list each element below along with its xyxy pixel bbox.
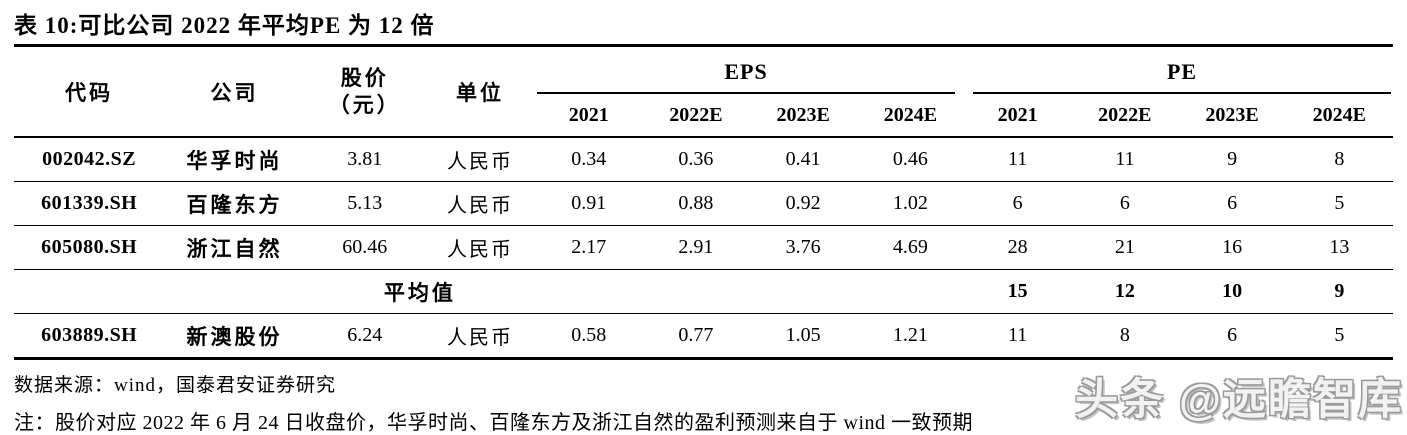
cell-empty xyxy=(749,269,857,314)
cell-pe-2024e: 13 xyxy=(1285,225,1393,270)
header-unit: 单位 xyxy=(424,45,536,138)
header-eps-2021: 2021 xyxy=(535,94,643,138)
header-pe-group: PE xyxy=(964,46,1393,94)
cell-pe-2022e: 11 xyxy=(1071,137,1179,182)
table-row-average: 平均值 15 12 10 9 xyxy=(14,269,1393,314)
cell-price: 5.13 xyxy=(304,181,425,226)
cell-empty xyxy=(164,269,305,314)
header-eps-2023e: 2023E xyxy=(749,94,857,138)
table-row: 601339.SH 百隆东方 5.13 人民币 0.91 0.88 0.92 1… xyxy=(14,181,1393,226)
header-price: 股价 （元） xyxy=(304,45,425,138)
cell-unit: 人民币 xyxy=(424,313,536,360)
cell-empty xyxy=(535,269,643,314)
table-row: 605080.SH 浙江自然 60.46 人民币 2.17 2.91 3.76 … xyxy=(14,225,1393,270)
cell-pe-2021: 28 xyxy=(964,225,1072,270)
header-price-line2: （元） xyxy=(328,92,401,117)
cell-pe-2023e: 6 xyxy=(1178,181,1286,226)
cell-unit: 人民币 xyxy=(424,137,536,182)
data-source-text: 数据来源：wind，国泰君安证券研究 xyxy=(14,375,337,396)
cell-pe-2023e: 9 xyxy=(1178,137,1286,182)
year-header-row: 2021 2022E 2023E 2024E 2021 2022E 2023E … xyxy=(14,94,1393,138)
cell-pe-2022e: 8 xyxy=(1071,313,1179,360)
table-header: 代码 公司 股价 （元） 单位 EPS PE 2021 2022E 2023E … xyxy=(14,45,1393,138)
header-eps-group: EPS xyxy=(535,46,964,94)
cell-eps-2022e: 0.88 xyxy=(642,181,750,226)
header-eps-2024e: 2024E xyxy=(856,94,965,138)
cell-eps-2024e: 1.02 xyxy=(856,181,965,226)
cell-pe-2022e: 6 xyxy=(1071,181,1179,226)
cell-pe-2021: 6 xyxy=(964,181,1072,226)
cell-company: 百隆东方 xyxy=(164,181,305,226)
header-pe-2021: 2021 xyxy=(964,94,1072,138)
header-pe-2022e: 2022E xyxy=(1071,94,1179,138)
header-eps-2022e: 2022E xyxy=(642,94,750,138)
cell-eps-2023e: 1.05 xyxy=(749,313,857,360)
header-pe-group-label: PE xyxy=(973,47,1391,94)
cell-unit: 人民币 xyxy=(424,181,536,226)
cell-pe-2021: 11 xyxy=(964,137,1072,182)
header-pe-2023e: 2023E xyxy=(1178,94,1286,138)
header-code: 代码 xyxy=(14,45,165,138)
cell-empty xyxy=(14,269,165,314)
cell-code: 002042.SZ xyxy=(14,137,165,182)
header-company: 公司 xyxy=(164,45,305,138)
cell-price: 60.46 xyxy=(304,225,425,270)
cell-eps-2023e: 3.76 xyxy=(749,225,857,270)
cell-eps-2022e: 2.91 xyxy=(642,225,750,270)
cell-avg-pe-2024e: 9 xyxy=(1285,269,1393,314)
cell-unit: 人民币 xyxy=(424,225,536,270)
cell-eps-2021: 2.17 xyxy=(535,225,643,270)
header-eps-group-label: EPS xyxy=(537,47,956,94)
group-header-row: 代码 公司 股价 （元） 单位 EPS PE xyxy=(14,45,1393,138)
cell-eps-2024e: 4.69 xyxy=(856,225,965,270)
cell-avg-pe-2023e: 10 xyxy=(1178,269,1286,314)
cell-eps-2021: 0.34 xyxy=(535,137,643,182)
watermark-text: 头条 @远瞻智库 xyxy=(1075,376,1403,424)
cell-empty xyxy=(642,269,750,314)
cell-empty xyxy=(856,269,965,314)
cell-eps-2024e: 0.46 xyxy=(856,137,965,182)
cell-pe-2022e: 21 xyxy=(1071,225,1179,270)
cell-code: 601339.SH xyxy=(14,181,165,226)
header-price-line1: 股价 xyxy=(340,66,389,91)
table-title: 表 10:可比公司 2022 年平均PE 为 12 倍 xyxy=(14,13,435,38)
cell-company: 浙江自然 xyxy=(164,225,305,270)
cell-code: 603889.SH xyxy=(14,313,165,360)
cell-company: 华孚时尚 xyxy=(164,137,305,182)
comparable-companies-table: 代码 公司 股价 （元） 单位 EPS PE 2021 2022E 2023E … xyxy=(14,44,1393,360)
table-row: 603889.SH 新澳股份 6.24 人民币 0.58 0.77 1.05 1… xyxy=(14,313,1393,360)
table-row: 002042.SZ 华孚时尚 3.81 人民币 0.34 0.36 0.41 0… xyxy=(14,137,1393,182)
cell-eps-2023e: 0.92 xyxy=(749,181,857,226)
cell-pe-2024e: 5 xyxy=(1285,313,1393,360)
cell-pe-2024e: 5 xyxy=(1285,181,1393,226)
cell-eps-2024e: 1.21 xyxy=(856,313,965,360)
cell-pe-2021: 11 xyxy=(964,313,1072,360)
cell-eps-2022e: 0.77 xyxy=(642,313,750,360)
cell-eps-2021: 0.91 xyxy=(535,181,643,226)
header-pe-2024e: 2024E xyxy=(1285,94,1393,138)
cell-eps-2023e: 0.41 xyxy=(749,137,857,182)
cell-avg-pe-2021: 15 xyxy=(964,269,1072,314)
cell-code: 605080.SH xyxy=(14,225,165,270)
cell-pe-2023e: 6 xyxy=(1178,313,1286,360)
cell-avg-pe-2022e: 12 xyxy=(1071,269,1179,314)
cell-average-label: 平均值 xyxy=(304,269,536,314)
table-body: 002042.SZ 华孚时尚 3.81 人民币 0.34 0.36 0.41 0… xyxy=(14,137,1393,360)
cell-price: 6.24 xyxy=(304,313,425,360)
cell-price: 3.81 xyxy=(304,137,425,182)
cell-pe-2023e: 16 xyxy=(1178,225,1286,270)
cell-eps-2022e: 0.36 xyxy=(642,137,750,182)
cell-pe-2024e: 8 xyxy=(1285,137,1393,182)
cell-company: 新澳股份 xyxy=(164,313,305,360)
cell-eps-2021: 0.58 xyxy=(535,313,643,360)
